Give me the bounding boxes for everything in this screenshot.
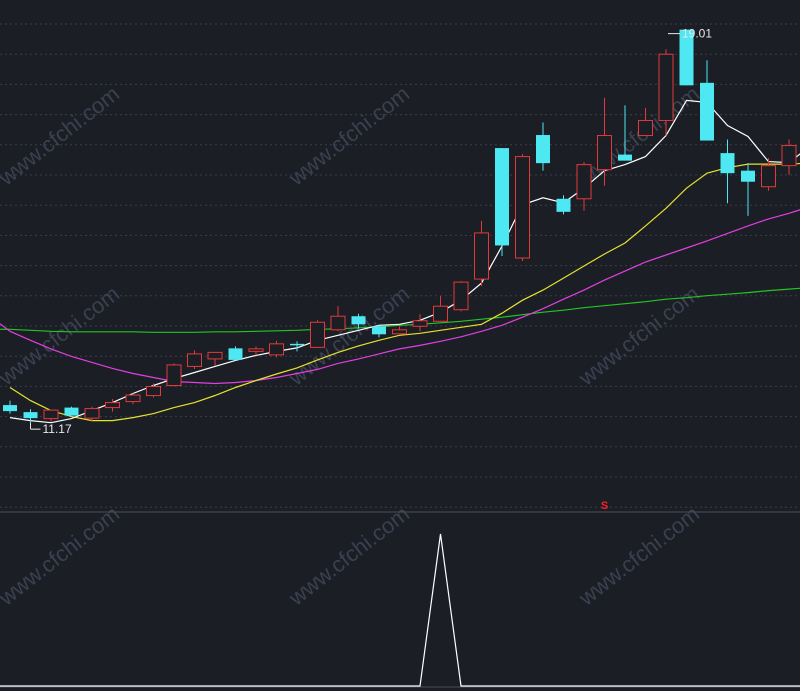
candle-body-down: [372, 326, 386, 335]
candle-body-up: [166, 364, 182, 387]
watermark-text: www.cfchi.com: [0, 81, 124, 191]
candle-body-up: [310, 321, 325, 348]
candle-body-down: [556, 198, 571, 212]
candle-body-up: [207, 351, 223, 360]
candle: [412, 314, 428, 332]
watermark-text: www.cfchi.com: [0, 281, 124, 391]
ma-line-ma5: [9, 99, 800, 424]
candle: [658, 49, 674, 136]
candle: [125, 393, 141, 405]
candle: [515, 154, 530, 262]
watermark-text: www.cfchi.com: [283, 81, 414, 191]
candle: [166, 363, 182, 387]
candle: [679, 29, 694, 86]
candle-body-up: [269, 343, 284, 356]
candle-body-down: [741, 170, 755, 182]
candle: [43, 409, 59, 422]
candle: [3, 400, 17, 414]
candle: [290, 341, 304, 352]
candle: [618, 105, 632, 161]
candle: [761, 158, 776, 191]
indicator-line: [0, 533, 800, 687]
candle-body-down: [351, 316, 366, 325]
candle-body-up: [781, 145, 797, 167]
ma-line-ma10: [9, 162, 800, 422]
watermark-text: www.cfchi.com: [0, 501, 124, 611]
candle-body-down: [64, 407, 79, 416]
candle-body-up: [84, 408, 100, 419]
candle: [453, 281, 469, 312]
candle: [207, 351, 223, 366]
candle-body-up: [330, 315, 346, 331]
candle-body-up: [146, 386, 161, 397]
candle: [84, 406, 100, 422]
candle: [187, 350, 202, 369]
candle: [330, 306, 346, 332]
ma-line-ma20-start: [0, 323, 11, 332]
candle-body-down: [290, 343, 304, 346]
low-price-label: 11.17: [43, 422, 72, 436]
candle: [228, 346, 243, 361]
candle-body-down: [228, 348, 243, 360]
annotations: 19.01 11.17 S: [30, 27, 712, 512]
candle-body-up: [597, 135, 612, 171]
candle: [576, 162, 592, 211]
candle: [638, 107, 653, 137]
candle-body-up: [105, 402, 120, 409]
candle-body-up: [125, 394, 141, 403]
candle: [372, 324, 386, 338]
candle-body-up: [474, 232, 489, 280]
high-price-label: 19.01: [682, 27, 712, 41]
candle: [781, 139, 797, 175]
candle-body-up: [187, 353, 202, 367]
candlestick-series: [3, 29, 797, 424]
candle: [741, 163, 755, 216]
signal-marker: S: [601, 500, 608, 512]
candle: [597, 97, 612, 186]
candle: [536, 122, 550, 171]
candle: [23, 409, 38, 424]
candle-body-down: [495, 148, 509, 246]
candle-body-up: [761, 165, 776, 188]
watermark-text: www.cfchi.com: [283, 501, 414, 611]
candle-body-up: [453, 281, 469, 311]
candle-body-down: [679, 29, 694, 86]
candle: [269, 340, 284, 358]
candle: [146, 383, 161, 398]
candle-body-up: [43, 409, 59, 420]
candle: [248, 346, 264, 356]
candle-body-down: [3, 405, 17, 412]
candle-body-up: [412, 320, 428, 327]
candle: [495, 148, 509, 257]
candle: [392, 326, 407, 335]
candle-body-down: [720, 153, 735, 174]
candle: [720, 139, 735, 204]
candle: [474, 220, 489, 287]
candle-body-up: [248, 348, 264, 352]
moving-average-lines: [0, 99, 800, 424]
candle-body-up: [638, 119, 653, 137]
candle: [433, 296, 448, 322]
ma-line-ma20: [9, 206, 800, 385]
candle: [556, 195, 571, 215]
candle-body-down: [536, 135, 550, 164]
candle-body-up: [433, 305, 448, 322]
candle-body-up: [392, 329, 407, 335]
candle: [310, 320, 325, 348]
candle-body-up: [576, 164, 592, 200]
candle: [351, 313, 366, 329]
candle-body-down: [618, 154, 632, 161]
candle-body-up: [658, 53, 674, 121]
watermark-text: www.cfchi.com: [573, 501, 704, 611]
candle-body-down: [700, 82, 714, 141]
candle: [105, 399, 120, 412]
grid-lines: [0, 23, 800, 688]
candle: [64, 406, 79, 416]
indicator-panel: [0, 533, 800, 687]
candle: [700, 60, 714, 141]
candle-body-down: [23, 412, 38, 419]
candle-body-up: [515, 156, 530, 259]
